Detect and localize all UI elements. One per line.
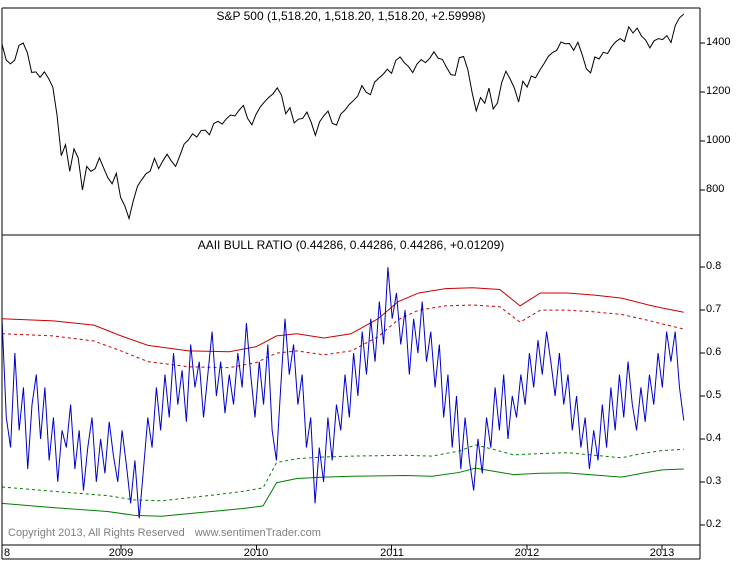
- indicator-y-axis-label: 0.4: [706, 432, 722, 444]
- price-y-axis-label: 1000: [706, 134, 731, 146]
- website-label: www.sentimenTrader.com: [194, 527, 321, 539]
- indicator-y-axis-label: 0.8: [706, 260, 722, 272]
- price-y-axis-label: 1200: [706, 85, 731, 97]
- x-axis-label: 2009: [108, 547, 134, 559]
- x-axis-label: 2013: [649, 547, 675, 559]
- indicator-y-axis-label: 0.7: [706, 303, 722, 315]
- indicator-panel-title: AAII BULL RATIO (0.44286, 0.44286, 0.442…: [197, 238, 505, 252]
- x-axis-label: 2011: [380, 547, 404, 559]
- indicator-y-axis-label: 0.5: [706, 389, 722, 401]
- price-y-axis-label: 1400: [706, 36, 731, 48]
- x-axis-label: 2010: [243, 547, 269, 559]
- price-y-axis-label: 800: [706, 183, 725, 195]
- copyright-text: Copyright 2013, All Rights Reserved www.s…: [8, 527, 321, 539]
- indicator-y-axis-label: 0.3: [706, 475, 722, 487]
- indicator-y-axis-label: 0.6: [706, 346, 722, 358]
- x-axis-label: 2012: [514, 547, 540, 559]
- price-panel-title: S&P 500 (1,518.20, 1,518.20, 1,518.20, +…: [216, 9, 486, 23]
- x-axis-edge-label: 8: [4, 547, 11, 559]
- indicator-y-axis-label: 0.2: [706, 518, 722, 530]
- copyright-label: Copyright 2013, All Rights Reserved: [8, 527, 185, 539]
